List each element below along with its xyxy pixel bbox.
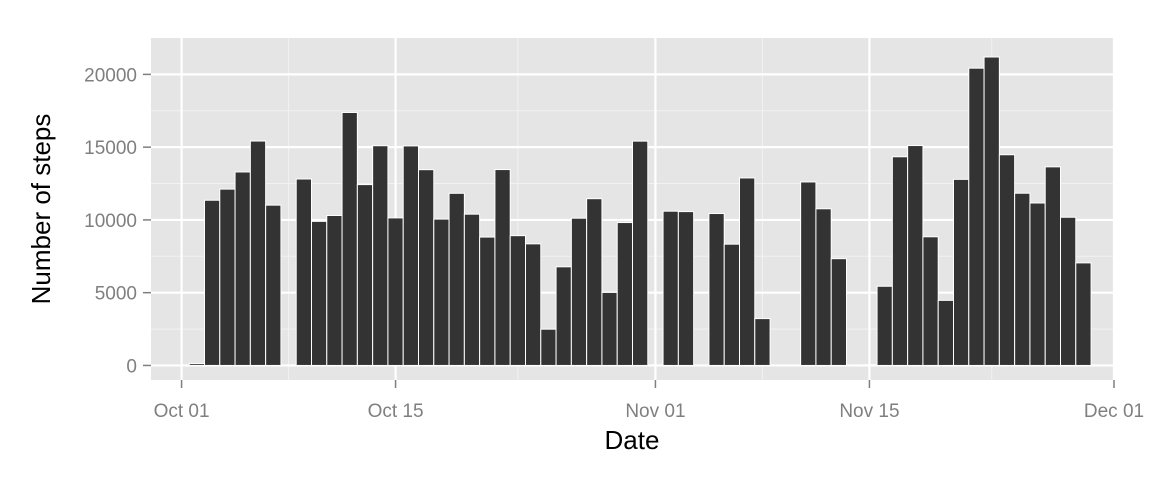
x-axis-title: Date <box>605 425 660 455</box>
y-tick-label: 20000 <box>84 65 137 86</box>
bar <box>739 177 756 366</box>
bar <box>570 217 588 366</box>
bar <box>494 169 511 366</box>
bar <box>754 318 771 366</box>
bar <box>555 266 572 366</box>
bar <box>188 363 205 366</box>
bar <box>372 145 389 366</box>
x-axis: Oct 01 Oct 15 Nov 01 Nov 15 Dec 01 <box>154 380 1144 422</box>
bar <box>356 184 374 366</box>
bar <box>1029 202 1046 366</box>
bar <box>586 198 603 366</box>
bar <box>402 145 420 366</box>
bar <box>677 211 695 366</box>
bar <box>815 208 832 366</box>
bar <box>723 243 741 366</box>
bar <box>326 214 343 366</box>
bar <box>448 192 465 366</box>
bar <box>265 204 282 366</box>
bar <box>907 145 924 366</box>
bar <box>525 243 542 366</box>
bar <box>968 67 985 366</box>
bar <box>1060 216 1077 366</box>
bar <box>463 213 481 366</box>
bar <box>830 258 848 366</box>
bar <box>800 181 817 366</box>
bar <box>1044 166 1061 366</box>
bar <box>998 154 1016 366</box>
bar <box>1014 192 1031 366</box>
y-tick-label: 5000 <box>95 284 137 305</box>
bar <box>632 140 649 366</box>
y-axis-title: Number of steps <box>26 114 56 305</box>
bar <box>387 217 404 366</box>
x-tick-label: Dec 01 <box>1084 401 1144 422</box>
x-tick-label: Nov 01 <box>625 401 685 422</box>
bar <box>341 111 358 366</box>
bar <box>662 210 679 366</box>
bar <box>891 156 909 366</box>
bar <box>953 178 970 366</box>
bar <box>418 169 435 366</box>
y-tick-label: 0 <box>126 356 137 377</box>
x-tick-label: Oct 01 <box>154 401 210 422</box>
bar <box>219 188 236 366</box>
bar <box>708 213 725 366</box>
bar <box>983 56 1000 366</box>
y-tick-label: 10000 <box>84 211 137 232</box>
bar <box>311 220 328 366</box>
bar <box>204 199 221 366</box>
bar <box>937 299 955 366</box>
x-tick-label: Nov 15 <box>839 401 899 422</box>
bar <box>540 328 557 366</box>
bar <box>234 171 251 366</box>
bar <box>601 291 618 366</box>
bar <box>249 140 267 366</box>
bar <box>295 178 313 366</box>
bar <box>509 235 527 366</box>
bar <box>479 236 496 366</box>
bar <box>433 218 450 366</box>
x-tick-label: Oct 15 <box>368 401 424 422</box>
bar <box>876 285 893 366</box>
y-axis: 0 5000 10000 15000 20000 <box>84 65 151 377</box>
bar <box>922 236 939 366</box>
bar <box>1075 262 1092 366</box>
y-tick-label: 15000 <box>84 138 137 159</box>
bars <box>188 56 1092 366</box>
bar <box>861 364 878 366</box>
bar <box>616 222 634 366</box>
